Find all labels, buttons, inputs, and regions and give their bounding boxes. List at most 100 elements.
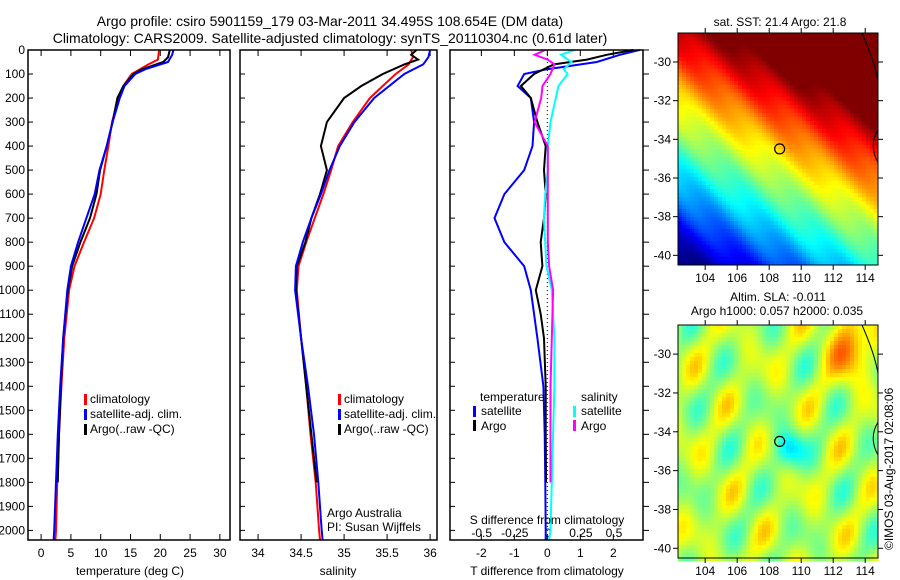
map-cell bbox=[762, 393, 767, 398]
map-cell bbox=[686, 449, 691, 454]
map-cell bbox=[718, 193, 723, 198]
map-cell bbox=[766, 253, 771, 258]
map-cell bbox=[782, 205, 787, 210]
map-cell bbox=[690, 553, 695, 558]
map-cell bbox=[786, 97, 791, 102]
map-cell bbox=[722, 529, 727, 534]
map-cell bbox=[738, 341, 743, 346]
map-cell bbox=[794, 121, 799, 126]
map-cell bbox=[726, 33, 731, 38]
map-cell bbox=[730, 161, 735, 166]
map-cell bbox=[790, 533, 795, 538]
map-cell bbox=[694, 429, 699, 434]
lon-tick-label: 106 bbox=[727, 271, 747, 285]
map-cell bbox=[762, 193, 767, 198]
map-cell bbox=[686, 145, 691, 150]
map-cell bbox=[734, 125, 739, 130]
map-cell bbox=[798, 33, 803, 38]
map-cell bbox=[806, 133, 811, 138]
map-cell bbox=[678, 117, 683, 122]
map-cell bbox=[774, 137, 779, 142]
map-cell bbox=[762, 125, 767, 130]
map-cell bbox=[730, 385, 735, 390]
map-cell bbox=[702, 481, 707, 486]
map-cell bbox=[682, 385, 687, 390]
map-cell bbox=[702, 41, 707, 46]
map-cell bbox=[682, 509, 687, 514]
map-cell bbox=[722, 389, 727, 394]
map-cell bbox=[814, 253, 819, 258]
map-cell bbox=[746, 473, 751, 478]
map-cell bbox=[698, 477, 703, 482]
map-cell bbox=[838, 129, 843, 134]
map-cell bbox=[714, 413, 719, 418]
map-cell bbox=[734, 189, 739, 194]
map-cell bbox=[758, 549, 763, 554]
map-cell bbox=[750, 233, 755, 238]
map-cell bbox=[782, 393, 787, 398]
map-cell bbox=[734, 177, 739, 182]
map-cell bbox=[834, 217, 839, 222]
map-cell bbox=[766, 233, 771, 238]
map-cell bbox=[790, 557, 795, 562]
map-cell bbox=[694, 345, 699, 350]
map-cell bbox=[722, 421, 727, 426]
map-cell bbox=[858, 193, 863, 198]
map-cell bbox=[694, 185, 699, 190]
map-cell bbox=[750, 257, 755, 262]
map-cell bbox=[766, 41, 771, 46]
map-cell bbox=[770, 137, 775, 142]
map-cell bbox=[758, 389, 763, 394]
map-cell bbox=[762, 177, 767, 182]
map-cell bbox=[778, 445, 783, 450]
map-cell bbox=[810, 209, 815, 214]
map-cell bbox=[690, 77, 695, 82]
map-cell bbox=[870, 77, 875, 82]
map-cell bbox=[706, 433, 711, 438]
map-cell bbox=[854, 101, 859, 106]
map-cell bbox=[726, 85, 731, 90]
map-cell bbox=[738, 193, 743, 198]
map-cell bbox=[818, 129, 823, 134]
map-cell bbox=[778, 249, 783, 254]
map-cell bbox=[742, 173, 747, 178]
map-cell bbox=[682, 517, 687, 522]
map-cell bbox=[858, 153, 863, 158]
map-cell bbox=[790, 477, 795, 482]
map-cell bbox=[806, 177, 811, 182]
map-cell bbox=[746, 225, 751, 230]
map-cell bbox=[826, 221, 831, 226]
map-cell bbox=[778, 257, 783, 262]
map-cell bbox=[706, 109, 711, 114]
map-cell bbox=[690, 541, 695, 546]
map-cell bbox=[710, 33, 715, 38]
map-cell bbox=[806, 157, 811, 162]
map-cell bbox=[850, 153, 855, 158]
map-cell bbox=[730, 533, 735, 538]
map-cell bbox=[778, 461, 783, 466]
map-cell bbox=[738, 117, 743, 122]
map-cell bbox=[746, 245, 751, 250]
map-cell bbox=[754, 141, 759, 146]
map-cell bbox=[874, 33, 879, 38]
map-cell bbox=[818, 177, 823, 182]
map-cell bbox=[698, 429, 703, 434]
map-cell bbox=[794, 177, 799, 182]
map-cell bbox=[790, 49, 795, 54]
map-cell bbox=[806, 141, 811, 146]
map-cell bbox=[798, 261, 803, 266]
map-cell bbox=[754, 117, 759, 122]
map-cell bbox=[874, 145, 879, 150]
map-cell bbox=[702, 437, 707, 442]
map-cell bbox=[782, 377, 787, 382]
map-cell bbox=[730, 473, 735, 478]
map-cell bbox=[754, 197, 759, 202]
map-cell bbox=[806, 129, 811, 134]
map-cell bbox=[766, 73, 771, 78]
map-cell bbox=[826, 173, 831, 178]
map-cell bbox=[702, 101, 707, 106]
map-cell bbox=[702, 521, 707, 526]
map-cell bbox=[682, 425, 687, 430]
map-cell bbox=[874, 61, 879, 66]
map-cell bbox=[818, 69, 823, 74]
